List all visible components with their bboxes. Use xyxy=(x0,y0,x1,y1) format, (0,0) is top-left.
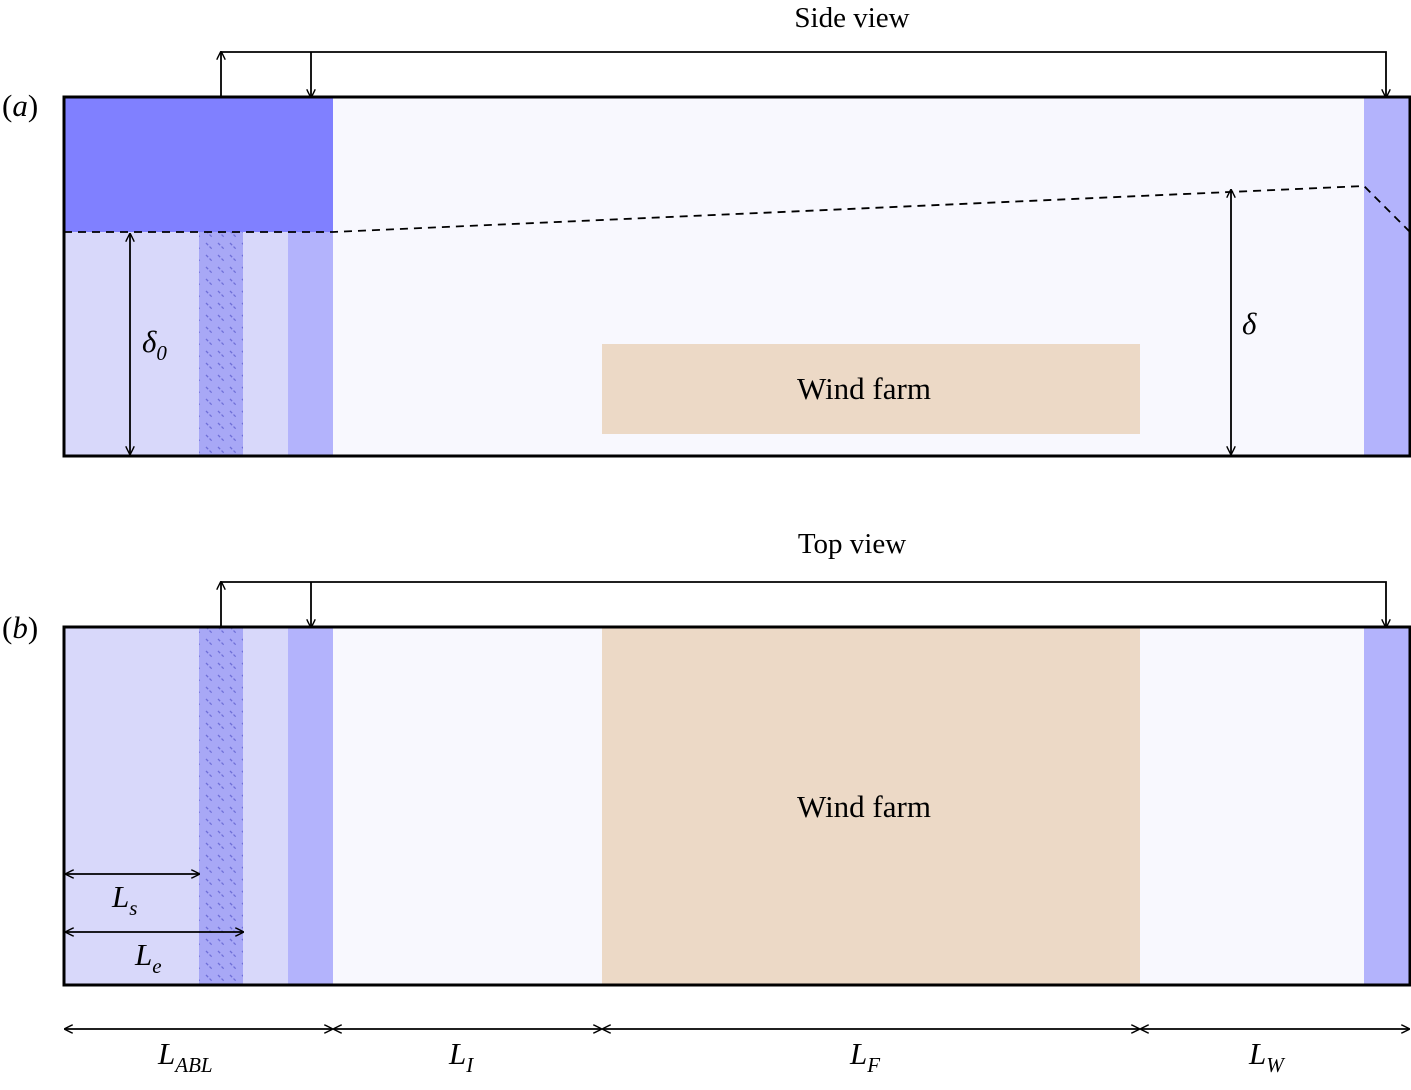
side-recycling-arrow xyxy=(221,51,1386,97)
side-hatched-strip xyxy=(199,232,243,456)
top-view-panel-label: (b) xyxy=(2,610,38,645)
side-wind-farm-box xyxy=(602,344,1140,434)
side-view-panel-label: (a) xyxy=(2,88,38,123)
top-outflow-strip xyxy=(1364,627,1410,985)
side-forcing-strip xyxy=(288,232,333,456)
ls-label: Ls xyxy=(111,879,137,920)
side-wind-farm-label: Wind farm xyxy=(797,371,931,406)
top-wind-farm-box xyxy=(602,627,1140,985)
side-outflow-strip xyxy=(1364,97,1410,456)
top-view-title: Top view xyxy=(798,528,906,560)
top-wind-farm-label: Wind farm xyxy=(797,789,931,824)
lw-label: LW xyxy=(1248,1036,1286,1077)
side-view-panel: Wind farm δ0 δ xyxy=(62,95,1411,458)
labl-label: LABL xyxy=(157,1036,213,1077)
top-recycling-arrow xyxy=(221,581,1386,627)
le-label: Le xyxy=(134,937,162,978)
side-inversion-layer xyxy=(64,97,333,232)
delta-label: δ xyxy=(1242,306,1257,341)
top-hatched-strip xyxy=(199,627,243,985)
side-domain-outline xyxy=(62,95,1411,458)
delta0-label: δ0 xyxy=(142,324,167,365)
li-label: LI xyxy=(448,1036,474,1077)
top-domain-outline xyxy=(62,625,1411,987)
top-view-panel: Wind farm Ls Le xyxy=(62,625,1411,987)
lf-label: LF xyxy=(849,1036,880,1077)
top-forcing-strip xyxy=(288,627,333,985)
side-boundary-layer-height xyxy=(64,185,1411,233)
side-view-title: Side view xyxy=(794,2,909,34)
